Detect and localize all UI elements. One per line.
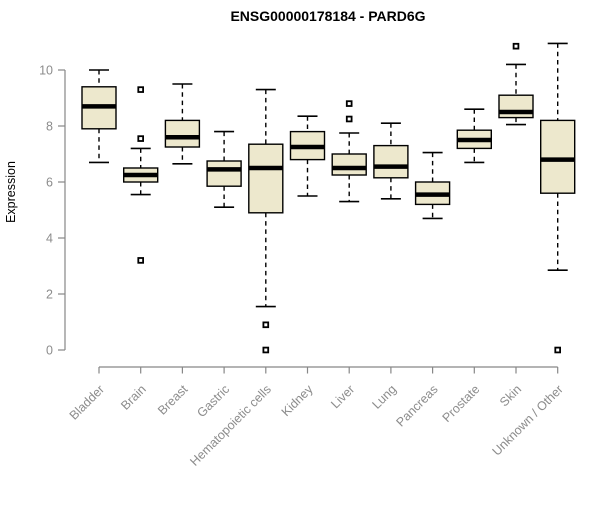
box-group <box>289 115 326 197</box>
y-axis-label: Expression <box>4 161 18 223</box>
box-group <box>331 100 367 203</box>
iqr-box <box>373 144 409 179</box>
x-tick-label: Liver <box>328 382 357 411</box>
iqr-box <box>248 143 284 214</box>
x-tick-label: Gastric <box>194 382 232 420</box>
x-tick-label: Hematopoietic cells <box>187 382 274 469</box>
outlier-point <box>137 135 145 142</box>
x-tick-label: Pancreas <box>393 382 440 429</box>
outlier-point <box>262 346 270 354</box>
outlier-point <box>554 346 561 354</box>
iqr-box <box>164 119 201 148</box>
y-tick-label: 2 <box>46 288 53 302</box>
iqr-box <box>206 160 242 187</box>
x-tick-label: Lung <box>369 382 399 412</box>
x-tick-label: Brain <box>118 382 149 413</box>
y-tick-label: 8 <box>46 120 53 134</box>
box-group <box>206 130 242 208</box>
y-tick-label: 10 <box>39 64 53 78</box>
outlier-point <box>512 42 520 50</box>
x-tick-label: Unknown / Other <box>490 382 566 458</box>
outlier-point <box>137 86 145 93</box>
x-tick-label: Prostate <box>440 382 483 425</box>
boxes-layer <box>81 42 576 354</box>
box-group <box>122 86 159 264</box>
box-group <box>81 69 117 164</box>
iqr-box <box>331 153 367 176</box>
outlier-point <box>137 257 145 264</box>
box-group <box>540 42 576 354</box>
x-tick-label: Bladder <box>67 382 107 422</box>
y-tick-label: 0 <box>46 344 53 358</box>
outlier-point <box>345 115 353 123</box>
y-tick-label: 6 <box>46 176 53 190</box>
outlier-point <box>262 321 270 329</box>
box-group <box>373 122 409 200</box>
x-tick-label: Kidney <box>279 382 316 419</box>
box-group <box>456 108 492 164</box>
y-tick-label: 4 <box>46 232 53 246</box>
chart-title: ENSG00000178184 - PARD6G <box>230 8 425 24</box>
iqr-box <box>540 119 576 194</box>
x-tick-label: Breast <box>155 382 191 418</box>
outlier-point <box>345 100 353 107</box>
y-axis: 0 2 4 6 8 10 <box>39 64 66 358</box>
box-group <box>414 151 451 220</box>
box-group <box>498 42 534 126</box>
box-group <box>164 83 201 165</box>
box-group <box>248 88 284 354</box>
x-tick-label: Skin <box>497 382 524 409</box>
